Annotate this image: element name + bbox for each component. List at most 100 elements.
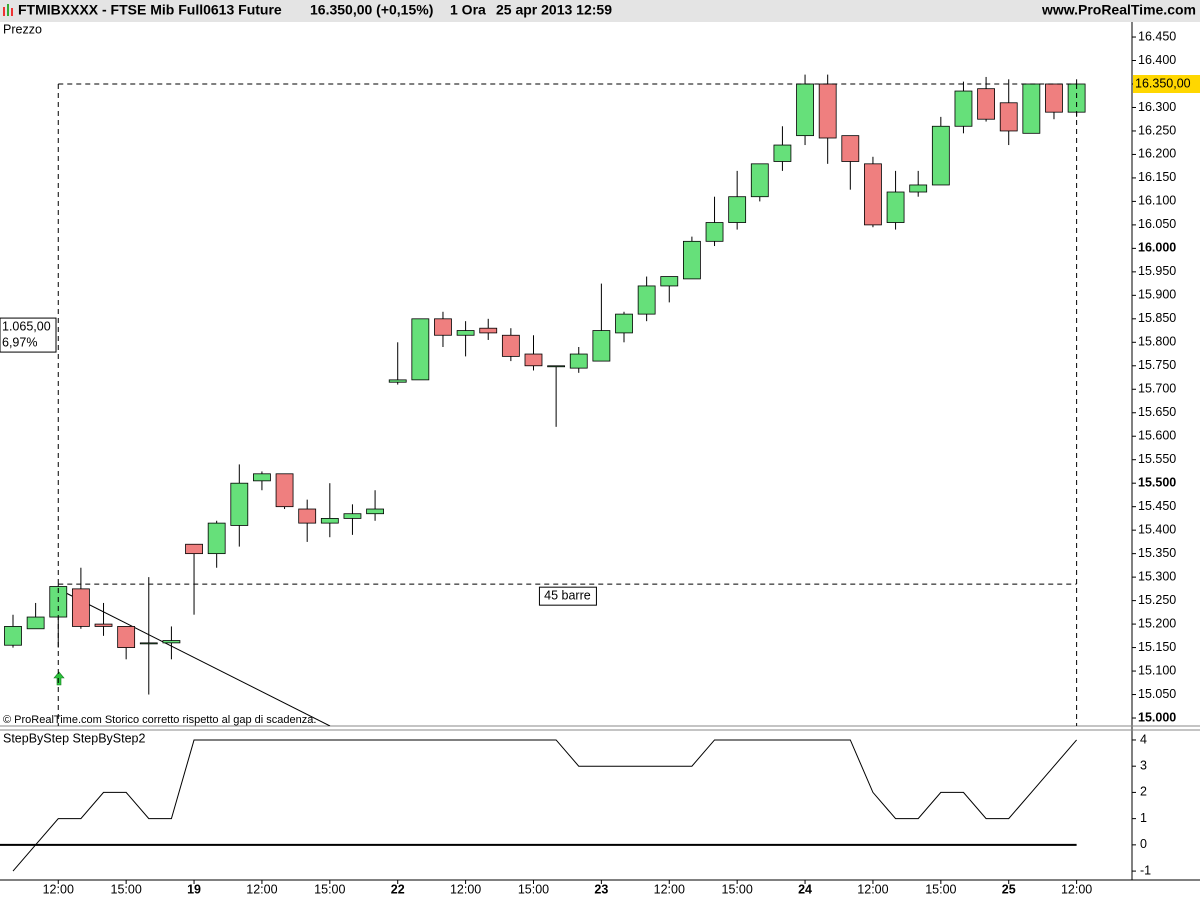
candle-body xyxy=(547,365,566,368)
y-tick-label: 0 xyxy=(1140,837,1147,851)
candle-body xyxy=(796,83,814,137)
candle-body xyxy=(683,240,701,280)
x-tick-label: 12:00 xyxy=(1061,882,1092,896)
candle-body xyxy=(818,83,837,139)
y-tick-label: 16.400 xyxy=(1138,53,1176,67)
y-tick-label: 15.700 xyxy=(1138,382,1176,396)
bars-box xyxy=(538,586,597,606)
indicator-panel xyxy=(0,739,1077,872)
candle-body xyxy=(977,88,995,120)
quote: 16.350,00 (+0,15%) xyxy=(310,2,433,18)
candle-body xyxy=(207,522,226,555)
measure-box xyxy=(0,317,57,353)
candle-body xyxy=(479,327,498,334)
y-tick-label: 15.550 xyxy=(1138,452,1176,466)
candle-body xyxy=(750,163,769,198)
candle-body xyxy=(4,626,22,646)
y-tick-label: 16.000 xyxy=(1138,241,1176,255)
header-icon xyxy=(3,4,13,16)
indicator-title: StepByStep StepByStep2 xyxy=(3,731,146,745)
candle-body xyxy=(298,508,317,524)
x-tick-label: 25 xyxy=(1002,882,1016,896)
site: www.ProRealTime.com xyxy=(1041,2,1196,18)
candle-body xyxy=(886,191,905,223)
x-tick-label: 19 xyxy=(187,882,201,896)
y-tick-label: 15.300 xyxy=(1138,569,1176,583)
candle-body xyxy=(1045,83,1063,113)
candle-body xyxy=(71,588,90,627)
x-tick-label: 12:00 xyxy=(246,882,277,896)
header-bar xyxy=(0,0,1200,22)
candle-body xyxy=(501,334,520,357)
candle-body xyxy=(117,626,136,648)
candle-body xyxy=(773,144,792,162)
interval: 1 Ora xyxy=(450,2,486,18)
candle-body xyxy=(253,473,271,482)
x-tick-label: 23 xyxy=(594,882,608,896)
y-tick-label: 15.800 xyxy=(1138,335,1176,349)
y-tick-label: 15.600 xyxy=(1138,429,1176,443)
candle-body xyxy=(230,482,249,526)
trend-line xyxy=(65,592,331,726)
y-tick-label: 4 xyxy=(1140,732,1147,746)
datetime: 25 apr 2013 12:59 xyxy=(496,2,612,18)
measure-pct: 6,97% xyxy=(2,335,37,349)
y-tick-label: 15.250 xyxy=(1138,593,1176,607)
candle-body xyxy=(909,184,928,193)
candle-body xyxy=(434,318,452,336)
y-tick-label: 15.100 xyxy=(1138,663,1176,677)
x-tick-label: 24 xyxy=(798,882,812,896)
candle-body xyxy=(139,642,158,645)
y-tick-label: 2 xyxy=(1140,785,1147,799)
candle-body xyxy=(615,313,633,334)
candle-body xyxy=(931,125,950,186)
y-tick-label: 16.250 xyxy=(1138,123,1176,137)
candle-body xyxy=(388,379,407,383)
y-tick-label: 15.950 xyxy=(1138,264,1176,278)
measure-change: 1.065,00 xyxy=(2,319,51,333)
y-tick-label: 16.050 xyxy=(1138,217,1176,231)
x-tick-label: 22 xyxy=(391,882,405,896)
panel-title: Prezzo xyxy=(3,22,42,36)
candle-body xyxy=(456,330,475,336)
y-tick-label: 15.050 xyxy=(1138,687,1176,701)
y-tick-label: 15.650 xyxy=(1138,405,1176,419)
candle-body xyxy=(26,616,45,630)
y-tick-label: 16.450 xyxy=(1138,29,1176,43)
y-tick-label: 15.200 xyxy=(1138,616,1176,630)
x-tick-label: 12:00 xyxy=(450,882,481,896)
candle-body xyxy=(592,330,611,362)
y-tick-label: 15.500 xyxy=(1138,475,1176,489)
y-tick-label: 15.150 xyxy=(1138,640,1176,654)
candle-body xyxy=(185,543,203,555)
symbol: FTMIBXXXX - FTSE Mib Full0613 Future xyxy=(18,2,282,18)
y-tick-label: 15.350 xyxy=(1138,546,1176,560)
x-tick-label: 15:00 xyxy=(722,882,753,896)
y-tick-label: 15.850 xyxy=(1138,311,1176,325)
y-tick-label: 3 xyxy=(1140,758,1147,772)
candle-body xyxy=(660,276,679,287)
y-tick-label: 16.150 xyxy=(1138,170,1176,184)
x-tick-label: 12:00 xyxy=(43,882,74,896)
candle-body xyxy=(275,473,294,508)
y-tick-label: -1 xyxy=(1140,863,1151,877)
last-price-box xyxy=(1133,74,1200,93)
candle-body xyxy=(366,508,384,515)
candle-body xyxy=(524,353,543,367)
overlay: 15.000 15.050 15.100 15.150 15.200 15.250 15.3… xyxy=(0,29,1200,896)
last-price-label: 16.350,00 xyxy=(1135,76,1191,90)
x-tick-label: 12:00 xyxy=(654,882,685,896)
indicator-line xyxy=(12,739,1077,872)
y-tick-label: 16.100 xyxy=(1138,194,1176,208)
x-tick-label: 12:00 xyxy=(857,882,888,896)
y-tick-label: 15.750 xyxy=(1138,358,1176,372)
candle-body xyxy=(343,513,362,519)
candle-body xyxy=(954,90,973,127)
candle-body xyxy=(94,623,113,627)
candle-body xyxy=(637,285,656,315)
y-tick-label: 1 xyxy=(1140,811,1147,825)
candle-body xyxy=(728,196,747,223)
candle-body xyxy=(864,163,882,226)
